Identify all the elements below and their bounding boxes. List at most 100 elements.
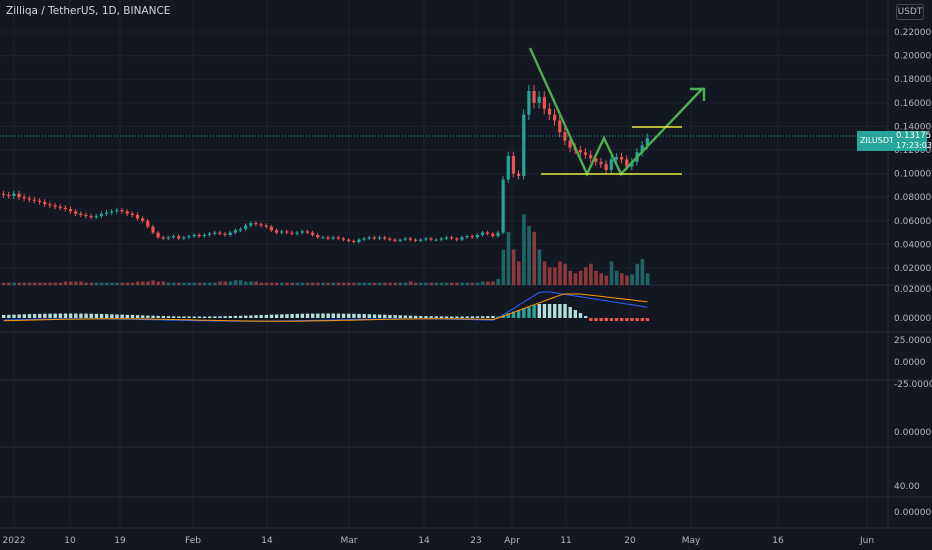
candle-body <box>542 96 546 109</box>
volume-bar <box>285 282 289 285</box>
candle-body <box>506 155 510 180</box>
volume-bar <box>218 281 222 285</box>
candle-body <box>377 237 382 239</box>
macd-histogram-bar <box>630 318 634 321</box>
volume-bar <box>357 282 361 285</box>
macd-histogram-bar <box>331 313 335 318</box>
candlesticks <box>2 84 649 244</box>
volume-bar <box>336 282 341 285</box>
candle-body <box>640 145 644 153</box>
volume-bar <box>537 249 542 285</box>
candle-body <box>22 197 26 199</box>
macd-histogram-bar <box>414 315 418 318</box>
price-axis-label: 0.06000 <box>894 217 931 227</box>
macd-histogram-bar <box>146 315 150 318</box>
macd-histogram-bar <box>480 316 485 318</box>
volume-bar <box>7 282 11 285</box>
macd-histogram-bar <box>372 314 377 318</box>
macd-histogram-bar <box>517 310 521 318</box>
volume-bar <box>429 282 434 285</box>
macd-histogram-bar <box>419 315 423 318</box>
candle-body <box>594 158 598 162</box>
date-label: Mar <box>341 536 358 546</box>
time-axis[interactable]: 2022 10 19 Feb 14 Mar 14 23 Apr 11 20 May 16 Jun <box>3 536 874 546</box>
volume-bar <box>99 282 104 285</box>
candle-body <box>419 239 423 241</box>
volume-bar <box>202 282 207 285</box>
macd-histogram-bar <box>635 318 639 321</box>
macd-histogram-bar <box>300 313 305 318</box>
candle-body <box>609 159 613 171</box>
macd-histogram-bar <box>161 316 166 318</box>
volume-bar <box>527 226 531 285</box>
price-axis-label: 0.08000 <box>894 193 931 203</box>
date-label: 14 <box>261 536 273 546</box>
volume-bar <box>640 259 645 285</box>
candle-body <box>620 157 624 160</box>
volume-bar <box>568 270 573 285</box>
macd-histogram-bar <box>177 316 181 318</box>
macd-histogram-bar <box>280 314 284 318</box>
date-label: 16 <box>772 536 784 546</box>
volume-bar <box>517 261 521 285</box>
macd-histogram-bar <box>352 313 356 318</box>
volume-bar <box>171 282 176 285</box>
macd-histogram-bar <box>99 313 104 318</box>
macd-histogram-bar <box>496 316 500 318</box>
price-axis[interactable]: 0.22000 0.20000 0.18000 0.16000 0.14000 0.120… <box>894 28 932 518</box>
pattern-drawings[interactable] <box>528 47 706 177</box>
volume-bar <box>58 282 63 285</box>
candle-body <box>269 226 273 231</box>
macd-histogram-bar <box>166 316 171 318</box>
candle-body <box>135 214 140 219</box>
macd-histogram-bar <box>105 314 109 318</box>
candle-body <box>233 230 237 233</box>
macd-histogram-bar <box>125 314 129 318</box>
volume-bar <box>177 282 181 285</box>
candle-body <box>347 239 351 241</box>
volume-bar <box>352 282 356 285</box>
macd-histogram-bar <box>645 318 650 321</box>
macd-histogram-bar <box>589 318 593 321</box>
volume-bar <box>542 261 547 285</box>
macd-histogram-bar <box>120 314 124 318</box>
volume-bar <box>625 275 629 285</box>
volume-bar <box>491 281 495 285</box>
indicator-axis-label: 0.00000 <box>894 428 931 438</box>
macd-histogram-bar <box>171 316 176 318</box>
volume-bar <box>22 282 27 285</box>
candle-body <box>547 108 552 115</box>
volume-bar <box>208 282 212 285</box>
candle-body <box>362 238 366 240</box>
volume-bar <box>43 282 47 285</box>
candle-body <box>429 238 433 240</box>
arrow-head <box>690 87 706 101</box>
macd-histogram-bar <box>254 315 258 318</box>
macd-histogram-bar <box>68 313 73 318</box>
candle-body <box>94 216 98 218</box>
macd-histogram-bar <box>74 313 78 318</box>
candle-body <box>280 231 284 233</box>
macd-histogram-bar <box>244 315 248 318</box>
candle-body <box>285 231 289 233</box>
volume-bars <box>2 214 650 285</box>
volume-bar <box>630 274 634 285</box>
candle-body <box>192 234 196 237</box>
macd-histogram-bar <box>594 318 598 321</box>
price-axis-label: 0.22000 <box>894 28 931 38</box>
candle-body <box>599 161 603 165</box>
currency-badge[interactable]: USDT <box>896 4 924 20</box>
candle-body <box>249 223 253 226</box>
indicator-axis-label: 40.00 <box>894 482 920 492</box>
candle-body <box>465 236 469 238</box>
candle-body <box>501 179 505 233</box>
volume-bar <box>460 282 464 285</box>
candle-body <box>450 237 454 239</box>
candle-body <box>300 231 304 233</box>
volume-bar <box>156 281 161 285</box>
macd-histogram-bar <box>475 316 480 318</box>
volume-bar <box>161 281 166 285</box>
signal-line <box>3 293 648 322</box>
macd-histogram-bar <box>506 313 511 318</box>
